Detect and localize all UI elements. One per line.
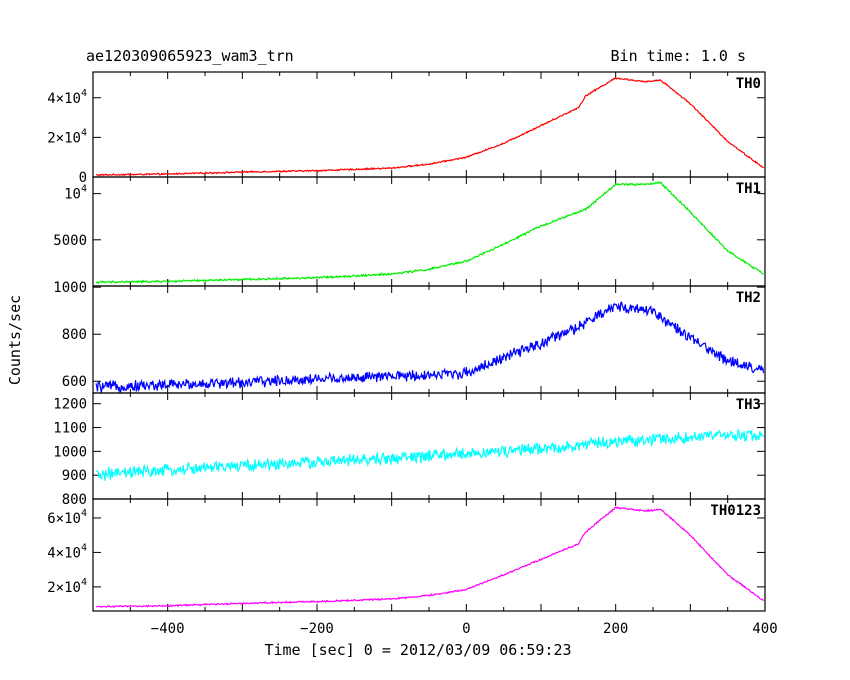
panel-label-th1: TH1 <box>736 181 761 197</box>
y-tick-label: 600 <box>62 374 87 390</box>
panel-label-th0123: TH0123 <box>710 503 761 519</box>
series-line-th3 <box>95 428 765 481</box>
series-line-th2 <box>95 301 765 393</box>
panel-frame-th0 <box>92 71 766 178</box>
panel-frame-th3 <box>92 392 766 500</box>
y-tick-label: 900 <box>62 468 87 484</box>
x-tick-label: −400 <box>151 621 185 637</box>
panels-group: 0 2×104 4×104 TH0 5000 104 TH1 600 800 1000 TH2 800… <box>47 71 778 637</box>
y-tick-label: 2×104 <box>47 127 87 146</box>
y-tick-label: 0 <box>79 170 87 186</box>
series-line-th0123 <box>95 506 765 608</box>
x-tick-label: 0 <box>462 621 470 637</box>
y-tick-label: 4×104 <box>47 88 87 107</box>
panel-frame-th0123 <box>92 498 766 612</box>
x-tick-label: −200 <box>300 621 334 637</box>
chart-title: ae120309065923_wam3_trn <box>86 47 294 65</box>
chart-subtitle: Bin time: 1.0 s <box>611 47 746 65</box>
panel-label-th0: TH0 <box>736 76 761 92</box>
y-tick-label: 4×104 <box>47 542 87 561</box>
panel-label-th3: TH3 <box>736 397 761 413</box>
y-tick-label: 800 <box>62 327 87 343</box>
y-tick-label: 6×104 <box>47 508 87 527</box>
series-line-th1 <box>95 181 764 285</box>
y-tick-label: 1000 <box>53 280 87 296</box>
y-tick-label: 800 <box>62 492 87 508</box>
series-line-th0 <box>95 76 764 177</box>
y-tick-label: 2×104 <box>47 577 87 596</box>
panel-label-th2: TH2 <box>736 290 761 306</box>
x-axis-label: Time [sec] 0 = 2012/03/09 06:59:23 <box>264 641 571 659</box>
y-axis-label: Counts/sec <box>6 295 24 385</box>
x-tick-label: 200 <box>603 621 628 637</box>
y-tick-label: 1100 <box>53 421 87 437</box>
y-tick-label: 5000 <box>53 233 87 249</box>
y-tick-label: 1200 <box>53 397 87 413</box>
y-tick-label: 104 <box>64 184 87 203</box>
y-tick-label: 1000 <box>53 444 87 460</box>
x-tick-label: 400 <box>752 621 777 637</box>
